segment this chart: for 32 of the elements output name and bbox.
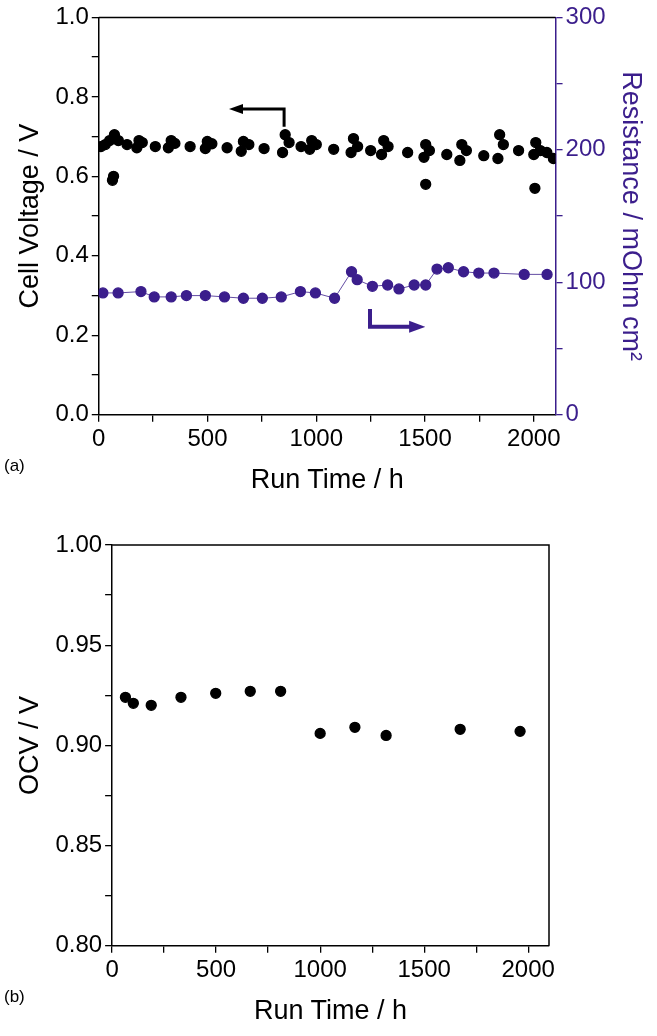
- y-tick-label: 0.80: [55, 930, 103, 958]
- y-tick-label: 0.95: [55, 629, 103, 657]
- y-axis-title: Cell Voltage / V: [13, 123, 44, 309]
- y-axis-title: OCV / V: [13, 695, 44, 795]
- text: (a): [4, 456, 25, 476]
- y-tick-label: 1.00: [55, 529, 103, 557]
- x-axis-title: Run Time / h: [254, 995, 408, 1026]
- y-tick-label: 0.0: [55, 399, 89, 427]
- y-tick-label: 0.4: [55, 240, 89, 268]
- y2-tick-label: 200: [565, 134, 606, 162]
- x-tick-label: 500: [187, 423, 228, 451]
- y-tick-label: 0.2: [55, 319, 89, 347]
- x-tick-label: 2000: [507, 423, 561, 451]
- y-tick-label: 0.8: [55, 81, 89, 109]
- y-tick-label: 1.0: [55, 2, 89, 30]
- y-tick-label: 0.90: [55, 730, 103, 758]
- y2-tick-label: 0: [565, 399, 579, 427]
- x-tick-label: 0: [105, 954, 119, 982]
- x-tick-label: 2000: [501, 954, 555, 982]
- y2-tick-label: 100: [565, 266, 606, 294]
- y-tick-label: 0.6: [55, 160, 89, 188]
- text: (b): [4, 987, 25, 1007]
- x-tick-label: 1000: [293, 954, 347, 982]
- x-tick-label: 0: [92, 423, 106, 451]
- y2-tick-label: 300: [565, 2, 606, 30]
- y2-axis-title: Resistance / mOhm cm²: [617, 71, 648, 361]
- x-axis-title: Run Time / h: [250, 464, 404, 495]
- x-tick-label: 500: [196, 954, 237, 982]
- x-tick-label: 1000: [289, 423, 343, 451]
- y-tick-label: 0.85: [55, 830, 103, 858]
- x-tick-label: 1500: [398, 423, 452, 451]
- x-tick-label: 1500: [397, 954, 451, 982]
